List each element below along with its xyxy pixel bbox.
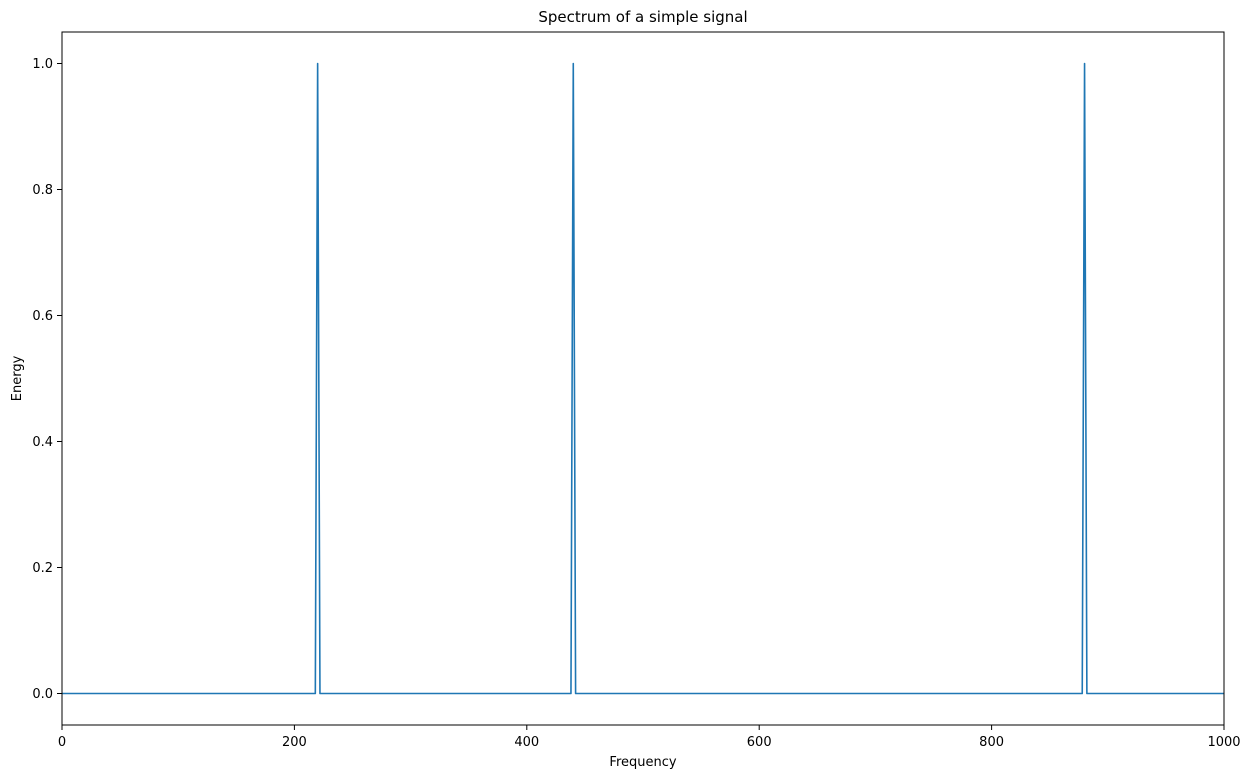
x-axis-label: Frequency <box>609 755 676 770</box>
chart-title: Spectrum of a simple signal <box>538 8 747 26</box>
y-tick-label: 0.2 <box>32 561 53 576</box>
y-axis-ticks: 0.0 0.2 0.4 0.6 0.8 1.0 <box>32 57 62 702</box>
series-line-0 <box>62 62 1224 695</box>
x-tick-label: 0 <box>58 735 66 750</box>
y-tick-label: 0.6 <box>32 309 53 324</box>
y-tick-label: 0.0 <box>32 687 53 702</box>
x-tick-label: 200 <box>282 735 307 750</box>
axes-frame <box>61 31 1225 726</box>
y-axis-label: Energy <box>10 355 25 401</box>
y-tick-label: 0.4 <box>32 435 53 450</box>
x-tick-label: 800 <box>979 735 1004 750</box>
plot-area <box>61 31 1225 726</box>
x-tick-label: 600 <box>747 735 772 750</box>
x-tick-label: 400 <box>514 735 539 750</box>
x-tick-label: 1000 <box>1207 735 1240 750</box>
y-tick-label: 0.8 <box>32 183 53 198</box>
x-axis-ticks: 0 200 400 600 800 1000 <box>58 725 1241 750</box>
y-tick-label: 1.0 <box>32 57 53 72</box>
